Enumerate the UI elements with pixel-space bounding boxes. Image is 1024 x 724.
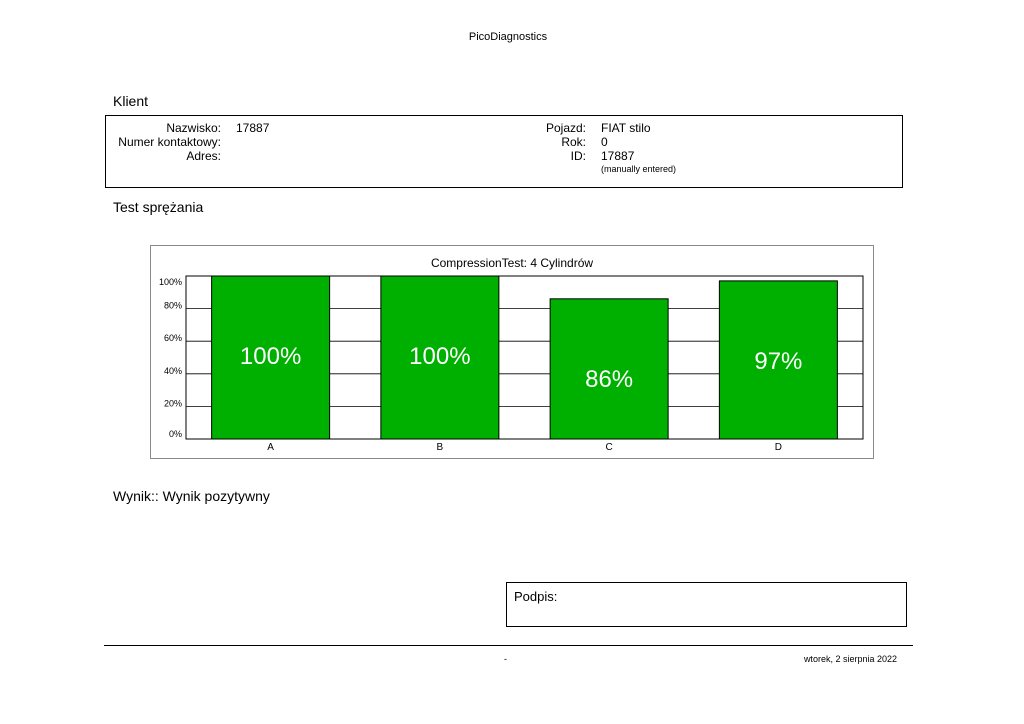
chart-y-axis: 0% 20% 40% 60% 80% 100% xyxy=(159,277,182,439)
test-section-heading: Test sprężania xyxy=(113,199,204,215)
app-title: PicoDiagnostics xyxy=(468,31,548,43)
chart-canvas: CompressionTest: 4 Cylindrów 100% 100% 86%… xyxy=(159,256,864,453)
client-section-heading: Klient xyxy=(113,93,149,109)
client-info-box: Nazwisko: 17887 Numer kontaktowy: Adres:… xyxy=(105,115,903,188)
id-label: ID: xyxy=(570,149,586,163)
chart-y-tick-label: 40% xyxy=(164,366,182,376)
chart-x-tick-label: B xyxy=(437,442,444,453)
chart-bars: 100% 100% 86% 97% xyxy=(211,275,838,440)
compression-chart: CompressionTest: 4 Cylindrów 100% 100% 86%… xyxy=(150,245,874,459)
chart-bar xyxy=(549,298,669,440)
signature-box: Podpis: xyxy=(506,582,907,627)
chart-bar xyxy=(211,275,331,440)
year-value: 0 xyxy=(601,135,608,149)
chart-y-tick-label: 80% xyxy=(164,301,182,311)
chart-bar-value-label: 100% xyxy=(240,343,301,370)
signature-label: Podpis: xyxy=(514,589,558,604)
footer-date: wtorek, 2 sierpnia 2022 xyxy=(803,654,897,664)
address-label: Adres: xyxy=(186,149,221,163)
chart-y-tick-label: 100% xyxy=(159,277,182,287)
chart-plot-area xyxy=(185,275,864,440)
surname-label: Nazwisko: xyxy=(166,121,221,135)
chart-y-tick-label: 0% xyxy=(169,429,182,439)
vehicle-label: Pojazd: xyxy=(545,121,586,135)
chart-x-axis: A B C D xyxy=(267,442,782,453)
vehicle-value: FIAT stilo xyxy=(601,121,651,135)
chart-title: CompressionTest: 4 Cylindrów xyxy=(431,256,593,270)
chart-y-tick-label: 60% xyxy=(164,333,182,343)
chart-x-tick-label: C xyxy=(606,442,613,453)
result-line: Wynik:: Wynik pozytywny xyxy=(113,488,270,504)
chart-bar xyxy=(380,275,500,440)
chart-bar-value-label: 97% xyxy=(754,348,802,375)
result-value: Wynik pozytywny xyxy=(162,488,270,504)
year-label: Rok: xyxy=(561,135,586,149)
chart-x-tick-label: D xyxy=(775,442,782,453)
id-note: (manually entered) xyxy=(601,164,677,174)
footer-divider xyxy=(104,645,913,646)
result-label: Wynik:: xyxy=(113,488,159,504)
contact-label: Numer kontaktowy: xyxy=(118,135,221,149)
chart-y-tick-label: 20% xyxy=(164,398,182,408)
surname-value: 17887 xyxy=(236,121,270,135)
footer-page-marker: - xyxy=(504,654,507,664)
chart-bar xyxy=(718,280,838,440)
chart-bar-value-label: 86% xyxy=(585,366,633,393)
chart-x-tick-label: A xyxy=(267,442,274,453)
chart-bar-value-label: 100% xyxy=(409,343,470,370)
id-value: 17887 xyxy=(601,149,635,163)
